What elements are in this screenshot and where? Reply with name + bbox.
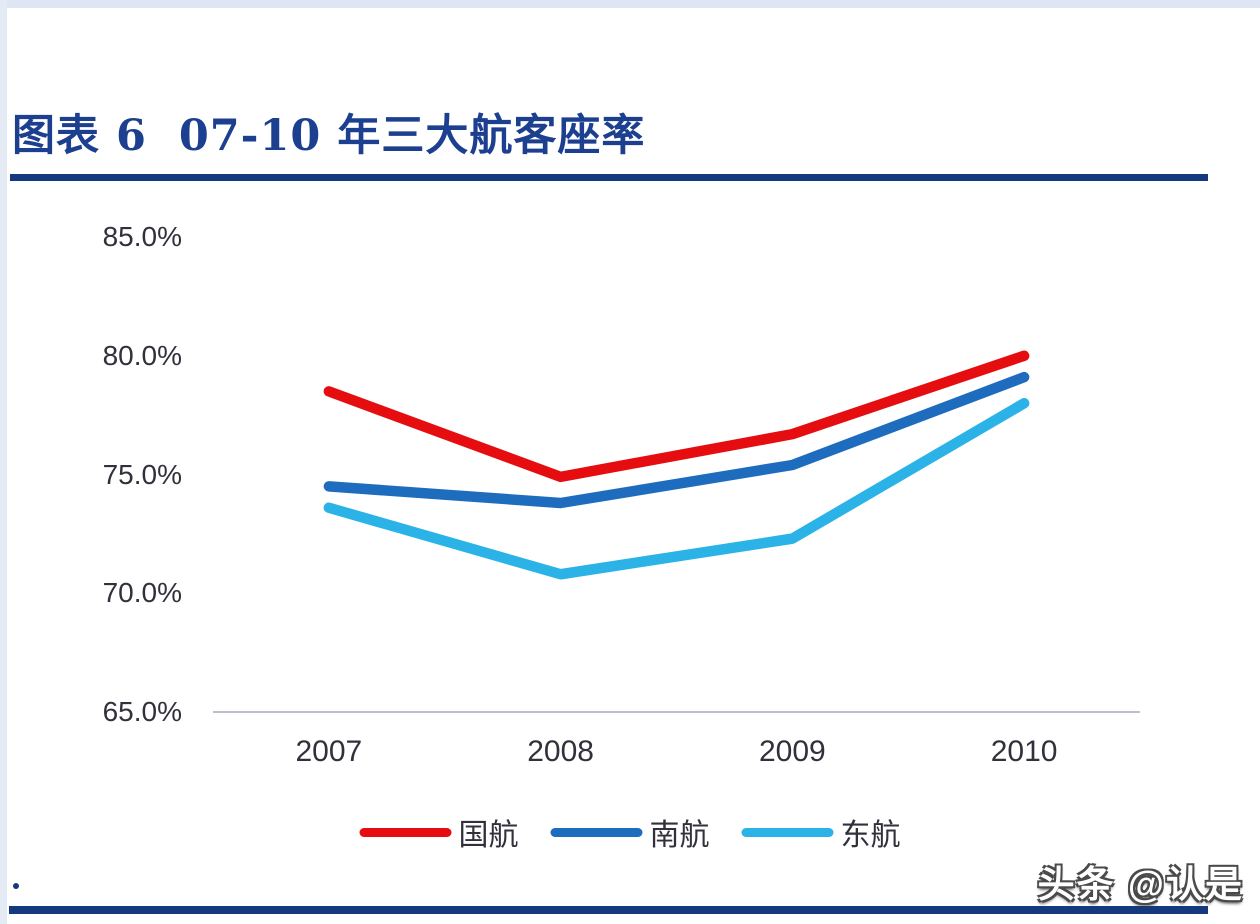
legend-label: 南航 — [649, 818, 710, 853]
legend-swatch-icon — [741, 827, 834, 837]
legend-item-国航: 国航 — [359, 810, 519, 854]
series-line-南航 — [323, 371, 1030, 509]
figure-title: 图表 6 07-10 年三大航客座率 — [12, 110, 646, 161]
y-tick-label: 75.0% — [102, 458, 182, 490]
page-left-border — [0, 0, 7, 924]
bullet-dot — [13, 883, 19, 889]
series-line-国航 — [323, 350, 1030, 483]
legend-item-南航: 南航 — [550, 810, 710, 854]
watermark-text: 头条 @认是 — [1037, 864, 1244, 905]
page-bottom-rule — [9, 906, 1208, 914]
x-tick-label: 2008 — [527, 735, 594, 768]
legend-item-东航: 东航 — [741, 810, 901, 854]
y-tick-label: 80.0% — [102, 339, 182, 371]
series-line-东航 — [323, 398, 1030, 580]
legend-label: 东航 — [840, 818, 901, 853]
x-tick-label: 2007 — [295, 735, 363, 768]
x-tick-label: 2010 — [990, 735, 1058, 768]
page-top-border — [0, 0, 1260, 8]
legend-label: 国航 — [458, 818, 519, 853]
legend-swatch-icon — [359, 827, 452, 837]
legend-swatch-icon — [550, 827, 643, 837]
y-tick-label: 65.0% — [102, 696, 182, 727]
y-tick-label: 85.0% — [102, 221, 182, 252]
title-divider-rule — [10, 174, 1208, 181]
y-tick-label: 70.0% — [102, 577, 182, 609]
chart-legend: 国航 南航 东航 — [359, 810, 901, 854]
x-tick-label: 2009 — [759, 735, 826, 768]
